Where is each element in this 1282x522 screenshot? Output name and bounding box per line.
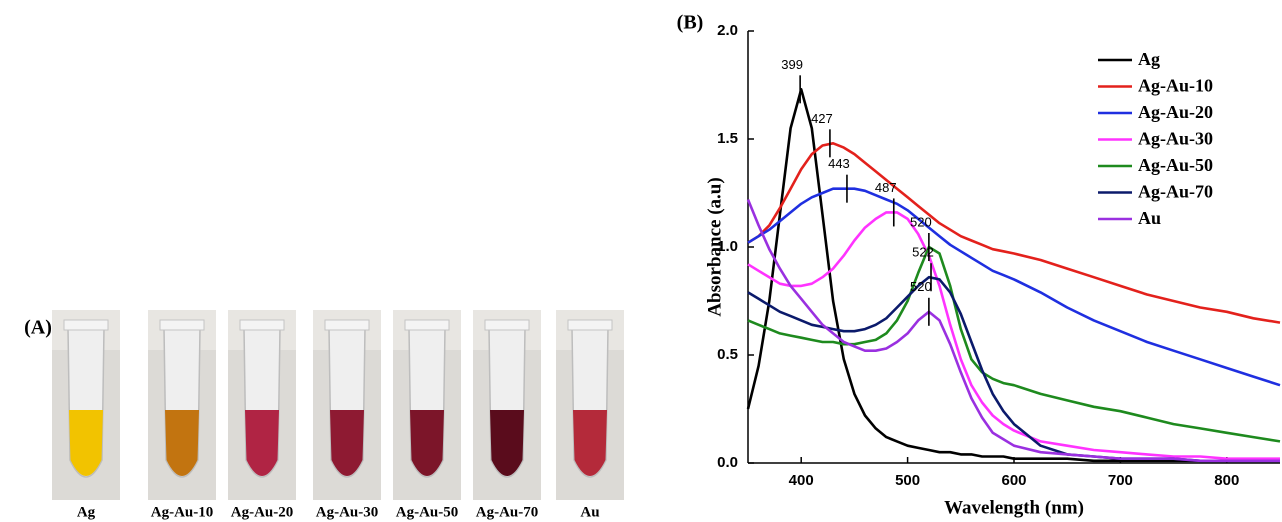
legend-label: Ag-Au-30 [1138,129,1213,149]
y-tick-label: 1.0 [717,238,738,255]
sample-label: Ag-Au-70 [476,504,539,520]
series-line [747,275,1280,463]
tube-rim [484,319,530,331]
peak-label: 427 [811,111,833,126]
panel-label: (B) [677,12,704,34]
x-tick-label: 600 [1001,472,1026,489]
tube-rim [63,319,109,331]
y-tick-label: 0.5 [717,346,738,363]
tube-rim [404,319,450,331]
series-line [746,199,1280,463]
sample-label: Ag [77,504,96,520]
sample-label: Ag-Au-50 [396,504,459,520]
sample-label: Ag-Au-30 [316,504,379,520]
series-line [746,88,1280,463]
legend-label: Ag-Au-10 [1138,76,1213,96]
peak-label: 399 [781,57,803,72]
liquid [410,410,444,476]
series-line [747,142,1281,324]
liquid [330,410,364,476]
y-tick-label: 2.0 [717,22,738,39]
tube-rim [239,319,285,331]
y-tick-label: 0.0 [717,454,738,471]
legend-label: Ag [1138,49,1160,69]
peak-label: 443 [828,156,850,171]
liquid [490,410,524,476]
liquid [69,410,103,476]
x-tick-label: 500 [895,472,920,489]
legend-label: Au [1138,208,1161,228]
liquid [573,410,607,476]
series-line [747,211,1280,460]
y-axis-title: Absorbance (a.u) [704,177,725,316]
liquid [245,410,279,476]
panel-label: (A) [24,317,52,339]
legend-label: Ag-Au-20 [1138,102,1213,122]
legend-label: Ag-Au-50 [1138,155,1213,175]
x-tick-label: 400 [789,472,814,489]
peak-label: 520 [910,214,932,229]
tube-rim [567,319,613,331]
sample-label: Au [580,504,599,520]
peak-label: 487 [875,180,897,195]
liquid [165,410,199,476]
legend-label: Ag-Au-70 [1138,182,1213,202]
y-tick-label: 1.5 [717,130,738,147]
series-line [747,245,1281,443]
x-tick-label: 800 [1214,472,1239,489]
series-line [747,187,1281,387]
tube-rim [159,319,205,331]
peak-label: 522 [912,245,934,260]
sample-label: Ag-Au-10 [151,504,214,520]
sample-label: Ag-Au-20 [231,504,294,520]
x-tick-label: 700 [1108,472,1133,489]
x-axis-title: Wavelength (nm) [944,497,1084,518]
peak-label: 520 [910,279,932,294]
tube-rim [324,319,370,331]
